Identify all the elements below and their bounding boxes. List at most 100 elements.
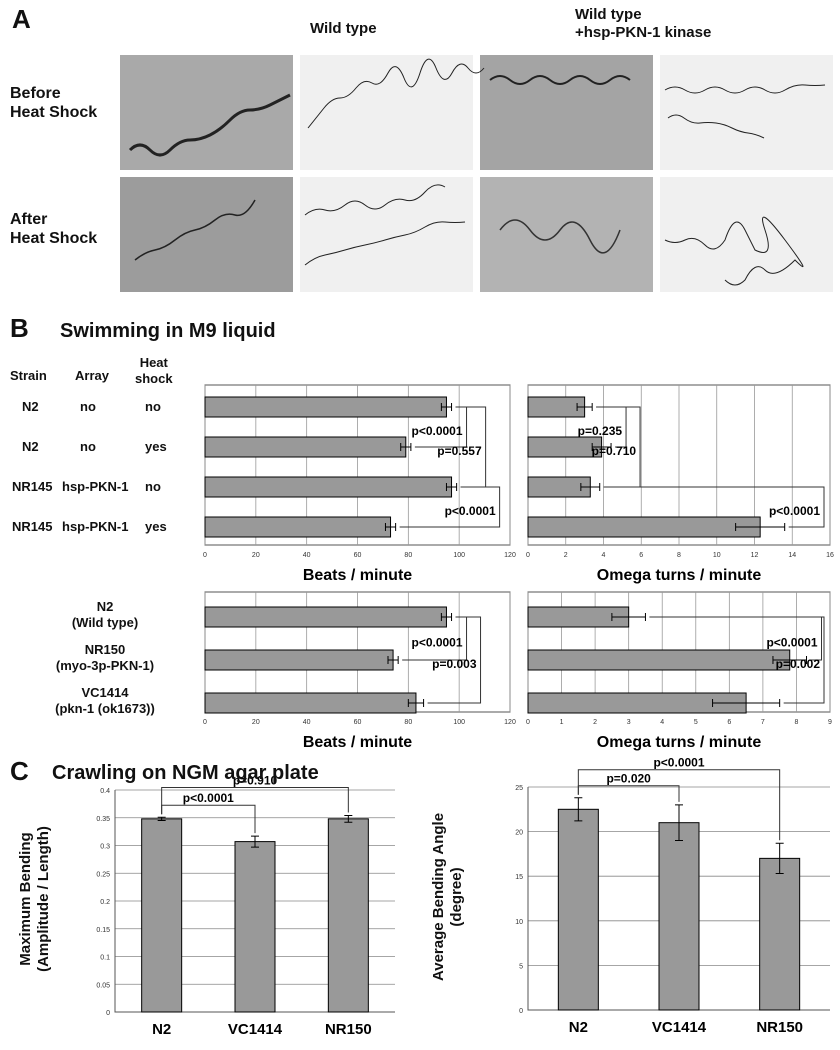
x-tick-label: 7 [761, 719, 765, 726]
p-value: p<0.0001 [183, 791, 234, 805]
p-value: p=0.710 [592, 444, 637, 458]
table-cell: yes [145, 439, 167, 454]
x-tick-label: 0 [526, 552, 530, 559]
x-axis-title: Omega turns / minute [597, 567, 762, 584]
bracket [649, 616, 825, 704]
x-tick-label: VC1414 [228, 1021, 283, 1038]
y-tick-label: 5 [519, 963, 523, 970]
x-tick-label: 40 [303, 719, 311, 726]
y-axis-title: Maximum Bending (Amplitude / Length) [17, 826, 52, 972]
x-tick-label: 100 [453, 552, 465, 559]
table-cell: N2 [22, 439, 39, 454]
table-header: Array [75, 368, 109, 383]
error-bar [576, 403, 593, 411]
table-cell: no [80, 399, 96, 414]
worm [499, 219, 621, 254]
p-value: p=0.020 [606, 772, 651, 786]
x-tick-label: 0 [203, 719, 207, 726]
y-tick-label: 0.2 [100, 899, 110, 906]
panel-title: Swimming in M9 liquid [60, 320, 276, 342]
p-value: p<0.0001 [766, 636, 817, 650]
table-cell: hsp-PKN-1 [62, 479, 129, 494]
x-tick-label: NR150 [325, 1021, 372, 1038]
error-bar [344, 815, 353, 823]
error-bar [440, 613, 453, 621]
bracket [603, 486, 825, 528]
p-value: p<0.0001 [653, 756, 704, 770]
x-tick-label: 14 [788, 552, 796, 559]
y-tick-label: 25 [515, 785, 523, 792]
table-header: Strain [10, 368, 47, 383]
error-bar [157, 816, 166, 822]
table-cell: no [145, 479, 161, 494]
error-bar [675, 804, 683, 842]
error-bar [574, 797, 583, 822]
error-bar [387, 656, 399, 664]
bar [234, 841, 276, 1013]
error-bar [735, 523, 786, 531]
error-bar [445, 483, 458, 491]
p-value: p=0.910 [233, 774, 278, 788]
bar [557, 808, 599, 1011]
x-tick-label: VC1414 [652, 1019, 707, 1036]
y-tick-label: 0.3 [100, 844, 110, 851]
worm [134, 199, 256, 261]
p-value: p=0.003 [432, 657, 477, 671]
x-tick-label: 2 [564, 552, 568, 559]
x-tick-label: 4 [660, 719, 664, 726]
tracing [660, 177, 833, 292]
x-tick-label: 40 [303, 552, 311, 559]
table-header: Heat shock [135, 355, 173, 386]
micrographs [120, 55, 833, 292]
bar [204, 516, 392, 538]
x-tick-label: 60 [354, 719, 362, 726]
y-tick-label: 0.05 [96, 982, 110, 989]
bar [204, 396, 447, 418]
p-value: p<0.0001 [769, 504, 820, 518]
table-cell: NR145 [12, 519, 53, 534]
bar [527, 396, 586, 418]
table-cell: N2 [22, 399, 39, 414]
table-cell: NR145 [12, 479, 53, 494]
x-tick-label: 6 [727, 719, 731, 726]
bar [204, 692, 417, 714]
bar [141, 818, 183, 1013]
x-tick-label: 8 [677, 552, 681, 559]
p-value: p=0.557 [437, 444, 482, 458]
x-axis-title: Omega turns / minute [597, 734, 762, 751]
p-value: p=0.002 [776, 657, 821, 671]
table-cell: no [145, 399, 161, 414]
row-title: Before Heat Shock [10, 85, 98, 122]
error-bar [407, 699, 425, 707]
worm-trace [304, 184, 446, 216]
bar [759, 857, 801, 1011]
bracket [399, 486, 501, 528]
y-tick-label: 0 [106, 1010, 110, 1017]
worm-trace [307, 58, 485, 129]
x-tick-label: N2 [152, 1021, 171, 1038]
x-tick-label: 120 [504, 719, 516, 726]
error-bar [772, 656, 808, 664]
bracket [577, 785, 680, 802]
column-title: Wild type [310, 20, 377, 37]
error-bar [611, 613, 646, 621]
axes [527, 787, 830, 1011]
axes [114, 790, 395, 1013]
worm-trace [667, 114, 765, 139]
p-value: p<0.0001 [411, 424, 462, 438]
error-bar [580, 483, 601, 491]
error-bar [400, 443, 412, 451]
tracing [300, 177, 473, 292]
x-tick-label: 0 [203, 552, 207, 559]
y-tick-label: 20 [515, 830, 523, 837]
x-axis-title: Beats / minute [303, 567, 412, 584]
error-bar [712, 699, 781, 707]
panel-label: C [10, 756, 29, 786]
worm-trace [664, 216, 804, 286]
x-tick-label: 3 [627, 719, 631, 726]
bar [204, 476, 453, 498]
bar [527, 516, 761, 538]
table-cell: no [80, 439, 96, 454]
x-tick-label: 16 [826, 552, 834, 559]
